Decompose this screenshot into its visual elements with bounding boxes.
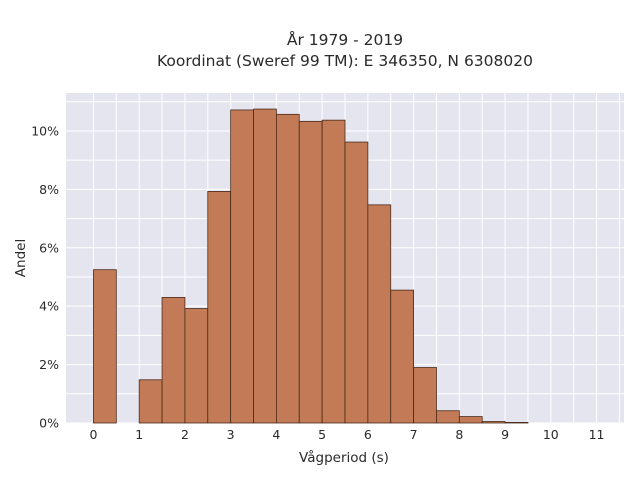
x-tick-label: 1 [135, 427, 143, 442]
y-tick-label: 8% [39, 182, 59, 197]
histogram-bar [161, 297, 186, 424]
x-tick-labels: 0 1 2 3 4 5 6 7 8 9 10 11 [89, 427, 604, 442]
histogram-bar [413, 367, 437, 424]
chart-title-line1: År 1979 - 2019 [287, 30, 403, 49]
histogram-bar [390, 289, 415, 424]
x-tick-label: 9 [501, 427, 509, 442]
histogram-bar [275, 113, 300, 424]
y-tick-label: 4% [39, 299, 59, 314]
y-tick-label: 0% [39, 416, 59, 431]
bars [93, 108, 529, 424]
x-tick-label: 7 [410, 427, 418, 442]
histogram-bar [138, 379, 163, 424]
histogram-bar [207, 191, 232, 424]
histogram-bar [344, 141, 369, 424]
histogram-bar [481, 421, 506, 424]
y-tick-label: 2% [39, 357, 59, 372]
x-tick-label: 5 [318, 427, 326, 442]
histogram-bar [367, 204, 392, 424]
histogram-bar [298, 120, 323, 424]
x-tick-label: 11 [589, 427, 605, 442]
histogram-bar [253, 108, 277, 424]
x-tick-label: 8 [455, 427, 463, 442]
y-tick-label: 10% [31, 123, 59, 138]
x-axis-label: Vågperiod (s) [299, 449, 389, 466]
x-tick-label: 10 [543, 427, 559, 442]
x-tick-label: 4 [272, 427, 280, 442]
x-tick-label: 3 [227, 427, 235, 442]
histogram-bar [321, 119, 346, 424]
histogram-bar [504, 422, 529, 424]
x-tick-label: 2 [181, 427, 189, 442]
chart-title-line2: Koordinat (Sweref 99 TM): E 346350, N 63… [157, 52, 533, 70]
y-axis-label: Andel [13, 239, 29, 277]
histogram-bar [230, 109, 254, 424]
y-tick-label: 6% [39, 240, 59, 255]
histogram-bar [184, 308, 209, 424]
y-tick-labels: 0% 2% 4% 6% 8% 10% [31, 123, 59, 430]
histogram-bar [93, 269, 117, 424]
histogram-bar [458, 416, 483, 424]
x-tick-label: 6 [364, 427, 372, 442]
x-tick-label: 0 [89, 427, 97, 442]
histogram-bar [436, 410, 460, 424]
